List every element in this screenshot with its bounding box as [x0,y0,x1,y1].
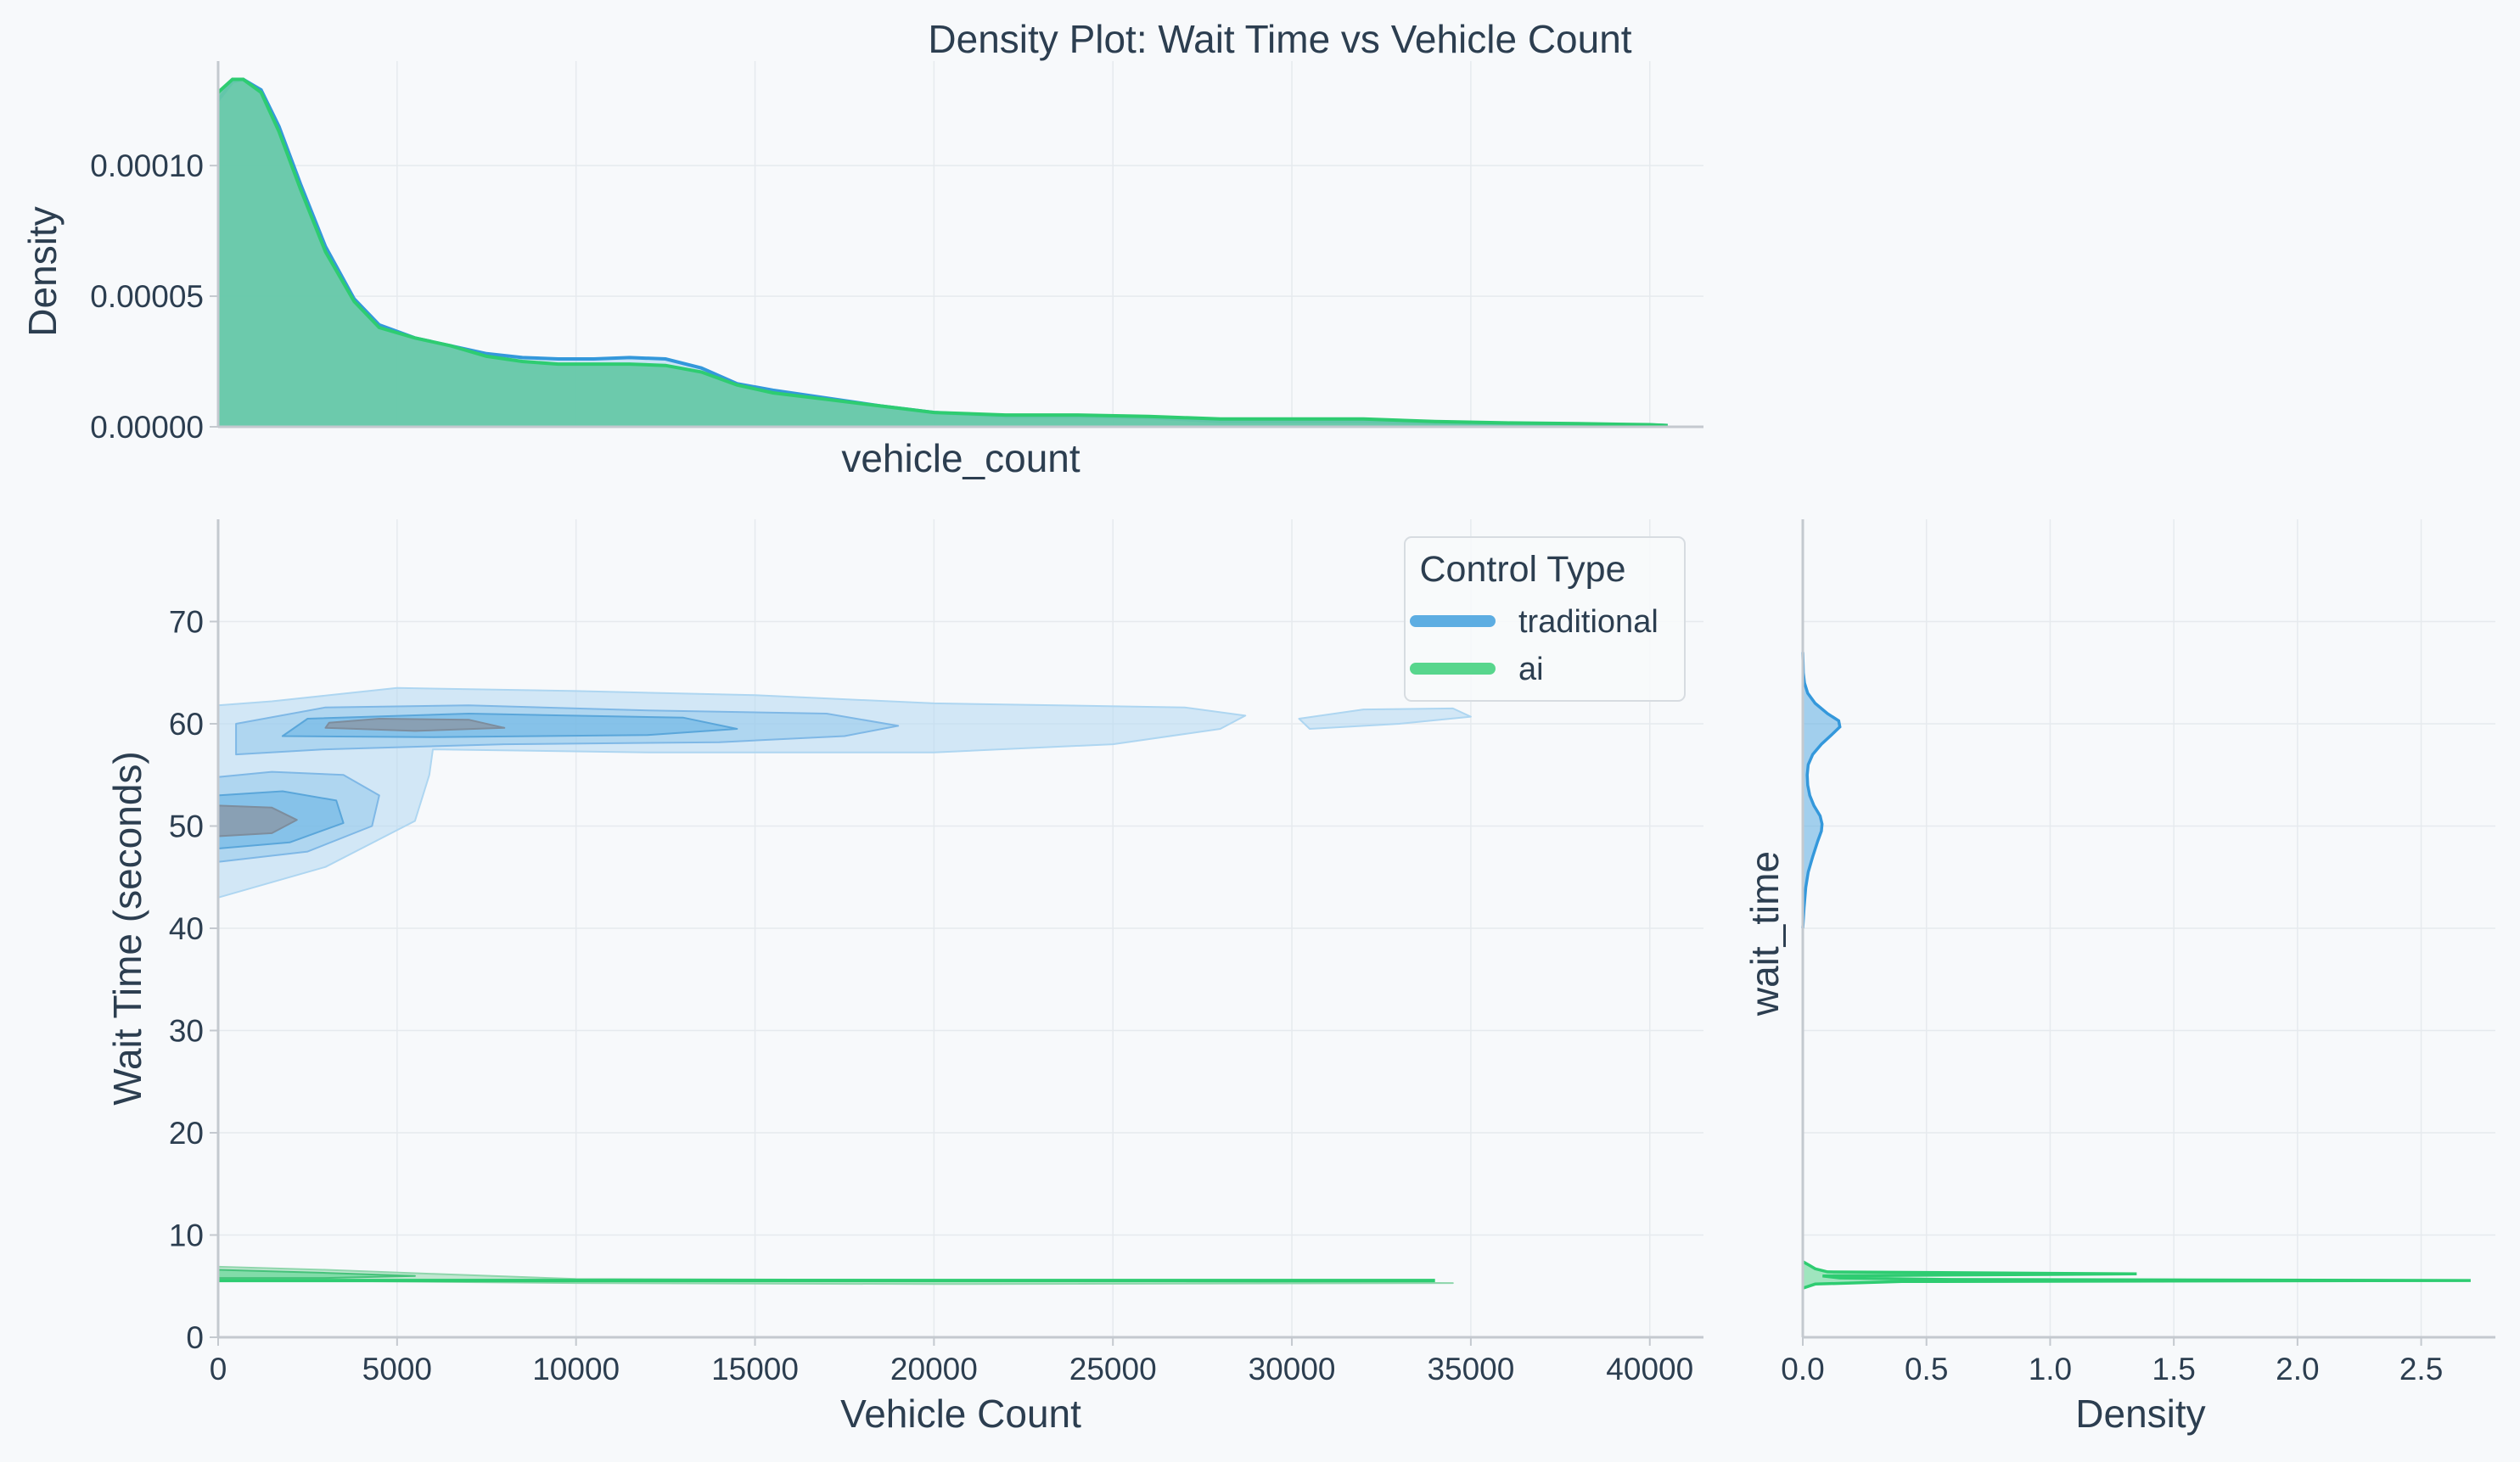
joint-density-plot: 0 5000 10000 15000 20000 25000 30000 35000 40000… [105,519,1703,1436]
y-tick-label: 20 [169,1116,204,1151]
x-tick-label: 2.0 [2276,1352,2319,1386]
y-tick-label: 0.00005 [90,279,204,314]
marginal-area-traditional [1803,652,1840,928]
y-tick-label: 50 [169,809,204,844]
x-tick-label: 40000 [1606,1352,1693,1386]
chart-title: Density Plot: Wait Time vs Vehicle Count [928,17,1631,61]
kde-region-traditional-outer-0 [217,686,1247,899]
legend-label-traditional: traditional [1518,604,1658,640]
x-tick-label: 0.5 [1905,1352,1948,1386]
top-marginal-plot: 0.00000 0.00005 0.00010 vehicle_count Densit… [20,61,1703,480]
kde-region-traditional-core-6 [324,718,506,732]
x-tick-label: 25000 [1069,1352,1157,1386]
legend: Control Type traditional ai [1404,536,1686,702]
x-tick-label: 0.0 [1781,1352,1824,1386]
y-tick-label: 40 [169,911,204,946]
x-axis-label: vehicle_count [841,436,1080,480]
legend-title: Control Type [1419,549,1625,590]
y-tick-label: 70 [169,605,204,640]
y-tick-label: 60 [169,707,204,742]
y-tick-label: 10 [169,1218,204,1253]
y-tick-label: 0.00010 [90,148,204,183]
x-tick-label: 2.5 [2399,1352,2443,1386]
marginal-line-traditional [1801,652,1842,929]
marginal-line-ai [1802,1260,2471,1290]
y-tick-label: 0 [186,1320,204,1355]
x-axis-label: Vehicle Count [840,1392,1081,1436]
y-tick-label: 30 [169,1014,204,1049]
x-tick-label: 35000 [1427,1352,1514,1386]
x-tick-label: 1.5 [2152,1352,2195,1386]
density-area-ai [218,79,1668,427]
x-tick-label: 1.0 [2029,1352,2072,1386]
density-line-ai [216,77,1668,428]
y-tick-label: 0.00000 [90,410,204,445]
kde-region-traditional-outer-1 [1298,707,1472,730]
y-axis-label: Wait Time (seconds) [105,751,149,1106]
x-tick-label: 10000 [532,1352,620,1386]
y-axis-label: wait_time [1743,851,1787,1017]
x-tick-label: 0 [210,1352,227,1386]
right-marginal-plot: 0.0 0.5 1.0 1.5 2.0 2.5 Density wait_time [1743,519,2495,1436]
legend-label-ai: ai [1518,652,1544,687]
x-axis-label: Density [2075,1392,2205,1436]
x-tick-label: 30000 [1249,1352,1336,1386]
y-axis-label: Density [20,206,65,336]
x-tick-label: 5000 [362,1352,432,1386]
x-tick-label: 20000 [890,1352,978,1386]
legend-box [1404,536,1686,702]
x-tick-label: 15000 [711,1352,799,1386]
